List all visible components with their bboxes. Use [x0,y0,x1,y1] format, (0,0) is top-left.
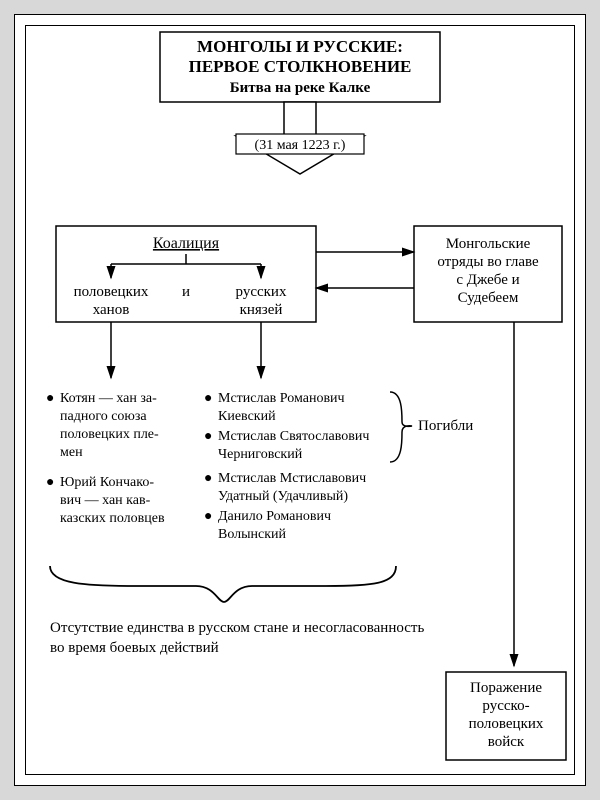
svg-text:●: ● [204,429,212,444]
khans-list: ● Котян — хан за- падного союза половецк… [46,391,165,526]
result-l4: войск [488,734,525,750]
svg-text:●: ● [204,471,212,486]
svg-text:●: ● [204,391,212,406]
svg-text:Волынский: Волынский [218,527,287,542]
coalition-left-2: ханов [93,302,130,318]
title-line3: Битва на реке Калке [230,80,371,96]
died-label: Погибли [418,418,473,434]
svg-text:Киевский: Киевский [218,409,276,424]
mongols-l4: Судебеем [458,290,519,306]
svg-text:половецких пле-: половецких пле- [60,427,159,442]
svg-text:●: ● [204,509,212,524]
svg-text:Данило Романович: Данило Романович [218,509,331,524]
underbrace [50,566,396,602]
mongols-l3: с Джебе и [456,272,519,288]
conclusion-l1: Отсутствие единства в русском стане и не… [50,620,424,636]
date-label: (31 мая 1223 г.) [255,138,346,153]
svg-text:●: ● [46,475,54,490]
svg-text:казских половцев: казских половцев [60,511,165,526]
conclusion-l2: во время боевых действий [50,640,219,656]
svg-text:мен: мен [60,445,83,460]
svg-text:Юрий Кончако-: Юрий Кончако- [60,475,154,490]
coalition-heading: Коалиция [153,235,220,252]
princes-list: ● Мстислав Романович Киевский ● Мстислав… [204,391,369,542]
result-l3: половецких [469,716,544,732]
svg-text:●: ● [46,391,54,406]
title-line2: ПЕРВОЕ СТОЛКНОВЕНИЕ [189,57,412,76]
result-l2: русско- [482,698,529,714]
svg-text:Мстислав Мстиславович: Мстислав Мстиславович [218,471,366,486]
svg-text:Котян — хан за-: Котян — хан за- [60,391,157,406]
coalition-left-1: половецких [74,284,149,300]
title-line1: МОНГОЛЫ И РУССКИЕ: [197,37,403,56]
coalition-right-2: князей [240,302,283,318]
svg-text:Удатный (Удачливый): Удатный (Удачливый) [218,489,348,504]
brace-died [390,392,412,462]
svg-text:вич — хан кав-: вич — хан кав- [60,493,151,508]
svg-text:Мстислав Святославович: Мстислав Святославович [218,429,369,444]
svg-text:падного союза: падного союза [60,409,147,424]
svg-text:Мстислав Романович: Мстислав Романович [218,391,345,406]
mongols-l1: Монгольские [446,236,531,252]
coalition-right-1: русских [236,284,287,300]
coalition-mid: и [182,284,190,300]
svg-text:Черниговский: Черниговский [218,447,303,462]
result-l1: Поражение [470,680,542,696]
diagram-canvas: МОНГОЛЫ И РУССКИЕ: ПЕРВОЕ СТОЛКНОВЕНИЕ Б… [26,26,574,774]
mongols-l2: отряды во главе [437,254,539,270]
